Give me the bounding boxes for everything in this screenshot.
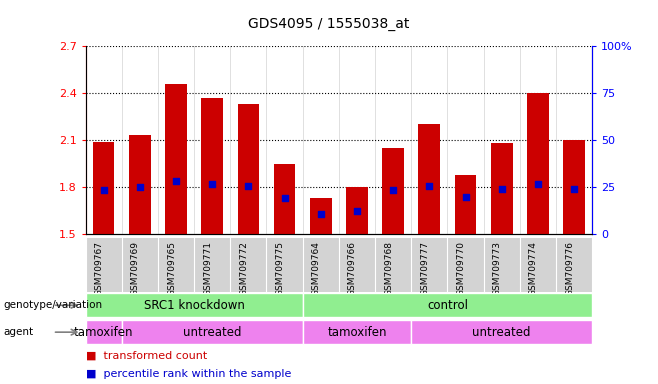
Text: control: control [427, 299, 468, 312]
Bar [274, 164, 295, 234]
Text: tamoxifen: tamoxifen [327, 326, 387, 339]
Text: untreated: untreated [472, 326, 531, 339]
Bar [563, 140, 585, 234]
Text: GSM709771: GSM709771 [203, 241, 212, 296]
Text: GSM709773: GSM709773 [493, 241, 501, 296]
Text: GSM709774: GSM709774 [529, 241, 538, 296]
Text: agent: agent [3, 327, 34, 337]
Bar [303, 293, 592, 317]
Bar [382, 148, 404, 234]
Bar [93, 142, 114, 234]
Bar [122, 320, 303, 344]
Text: GSM709766: GSM709766 [348, 241, 357, 296]
Point [460, 194, 470, 200]
Point [351, 208, 362, 214]
Text: GSM709775: GSM709775 [276, 241, 284, 296]
Text: GSM709776: GSM709776 [565, 241, 574, 296]
Bar [201, 98, 223, 234]
Text: GSM709777: GSM709777 [420, 241, 429, 296]
Bar [129, 136, 151, 234]
Point [424, 182, 434, 189]
Text: GDS4095 / 1555038_at: GDS4095 / 1555038_at [248, 17, 410, 31]
Point [388, 187, 398, 194]
Bar [411, 320, 592, 344]
Bar [238, 104, 259, 234]
Text: GSM709767: GSM709767 [95, 241, 104, 296]
Bar [303, 320, 411, 344]
Text: GSM709765: GSM709765 [167, 241, 176, 296]
Text: tamoxifen: tamoxifen [74, 326, 134, 339]
Text: SRC1 knockdown: SRC1 knockdown [143, 299, 245, 312]
Bar [165, 84, 187, 234]
Point [316, 211, 326, 217]
Text: GSM709770: GSM709770 [457, 241, 465, 296]
Bar [310, 198, 332, 234]
Point [496, 186, 507, 192]
Text: GSM709772: GSM709772 [240, 241, 248, 296]
Bar [455, 175, 476, 234]
Bar [527, 93, 549, 234]
Point [532, 181, 543, 187]
Bar [491, 143, 513, 234]
Text: untreated: untreated [183, 326, 241, 339]
Bar [86, 293, 303, 317]
Bar [418, 124, 440, 234]
Text: GSM709764: GSM709764 [312, 241, 321, 296]
Text: ■  transformed count: ■ transformed count [86, 350, 207, 360]
Bar [86, 320, 122, 344]
Point [170, 178, 181, 184]
Point [134, 184, 145, 190]
Text: genotype/variation: genotype/variation [3, 300, 103, 310]
Text: GSM709768: GSM709768 [384, 241, 393, 296]
Text: ■  percentile rank within the sample: ■ percentile rank within the sample [86, 369, 291, 379]
Point [243, 182, 253, 189]
Text: GSM709769: GSM709769 [131, 241, 139, 296]
Bar [346, 187, 368, 234]
Point [207, 181, 217, 187]
Point [279, 195, 290, 201]
Point [569, 186, 580, 192]
Point [99, 187, 109, 194]
